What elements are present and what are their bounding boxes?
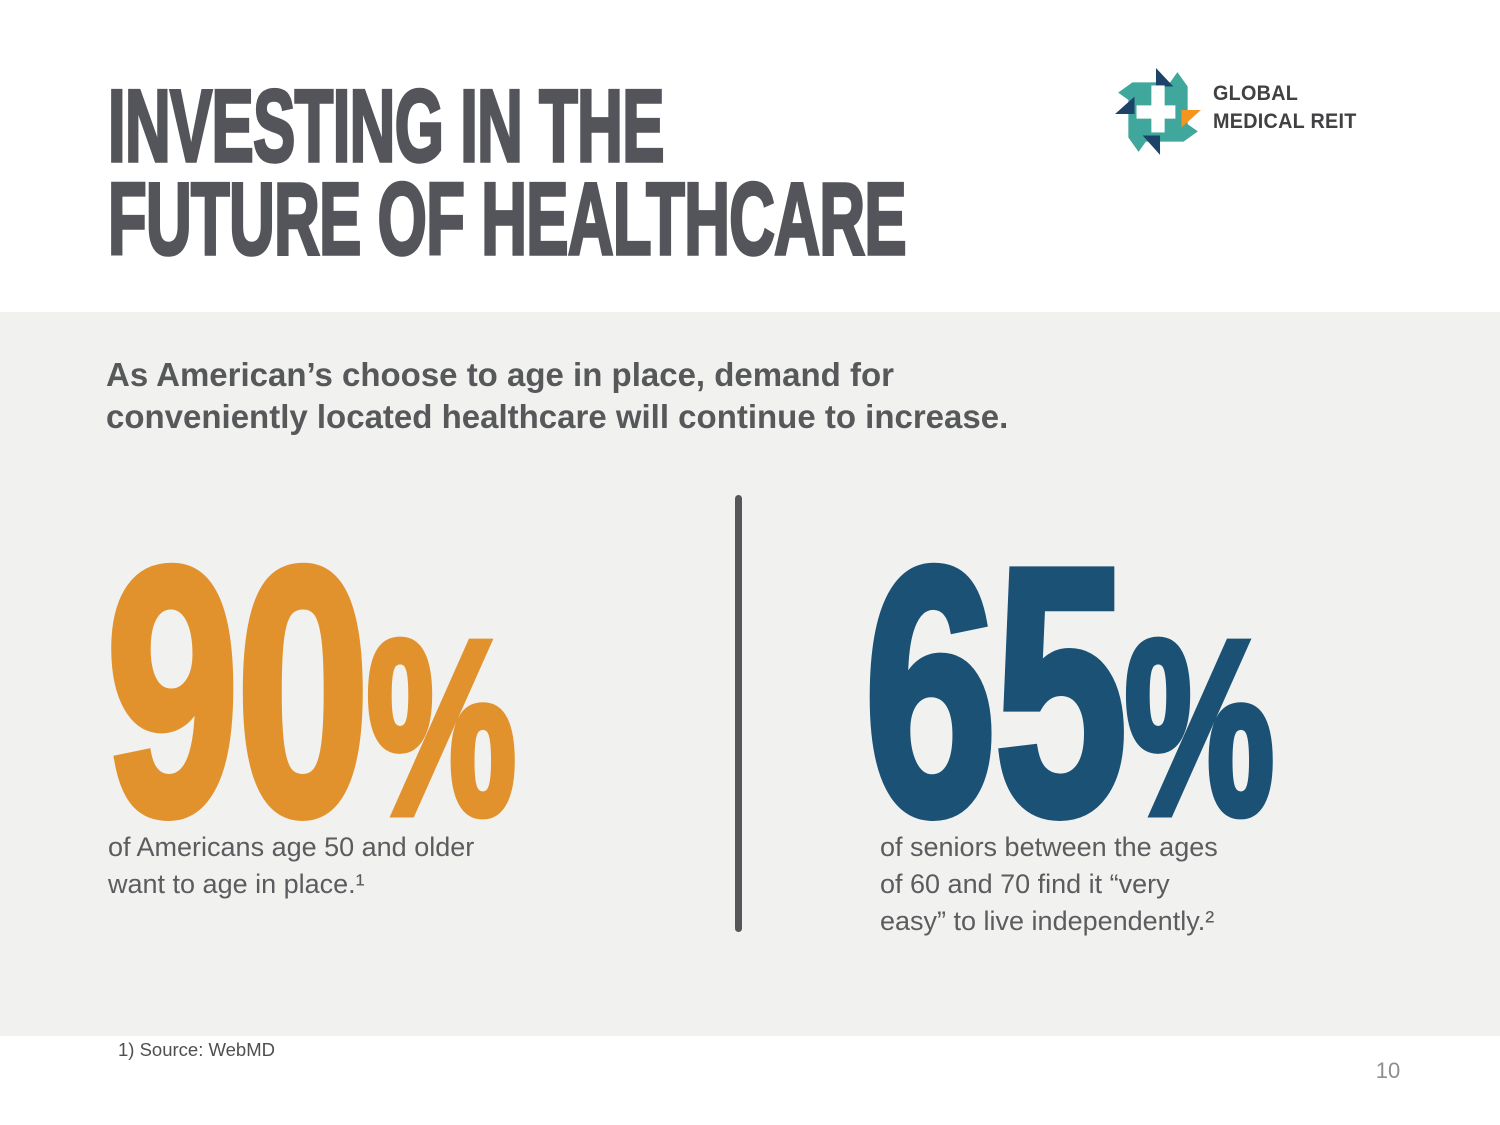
- stat-digits: 65: [861, 494, 1131, 888]
- stat-value-age-in-place: 90%: [103, 511, 519, 888]
- logo-wordmark-line-2: MEDICAL REIT: [1213, 109, 1357, 133]
- company-logo: GLOBAL MEDICAL REIT: [1112, 66, 1412, 162]
- page-title: INVESTING IN THE FUTURE OF HEALTHCARE: [107, 69, 1395, 276]
- subtitle-line-2: conveniently located healthcare will con…: [106, 398, 1009, 435]
- logo-wordmark-line-1: GLOBAL: [1213, 81, 1299, 105]
- footnote-2: 2) Source: aginginplace.org: [118, 1120, 349, 1125]
- subtitle: As American’s choose to age in place, de…: [106, 354, 1008, 438]
- page-title-line-2: FUTURE OF HEALTHCARE: [107, 162, 908, 276]
- company-logo-wordmark: GLOBAL MEDICAL REIT: [1213, 79, 1357, 135]
- medical-cross-pinwheel-icon: [1115, 68, 1201, 155]
- percent-sign: %: [1122, 586, 1277, 871]
- caption-line: want to age in place.¹: [108, 869, 365, 899]
- stat-caption-live-independently: of seniors between the ages of 60 and 70…: [880, 829, 1218, 940]
- caption-line: of 60 and 70 find it “very: [880, 869, 1170, 899]
- stat-caption-age-in-place: of Americans age 50 and older want to ag…: [108, 829, 474, 903]
- subtitle-line-1: As American’s choose to age in place, de…: [106, 356, 894, 393]
- caption-line: of seniors between the ages: [880, 832, 1218, 862]
- stat-digits: 90: [103, 494, 373, 888]
- stat-value-live-independently: 65%: [861, 511, 1277, 888]
- footnote-1: 1) Source: WebMD: [118, 1039, 275, 1060]
- percent-sign: %: [364, 586, 519, 871]
- footnotes: 1) Source: WebMD 2) Source: aginginplace…: [118, 980, 349, 1125]
- vertical-divider: [735, 495, 742, 932]
- page-number: 10: [1375, 1058, 1401, 1083]
- caption-line: of Americans age 50 and older: [108, 832, 475, 862]
- content-section: As American’s choose to age in place, de…: [0, 312, 1500, 1125]
- caption-line: easy” to live independently.²: [880, 906, 1215, 936]
- page-title-line-1: INVESTING IN THE: [107, 69, 666, 183]
